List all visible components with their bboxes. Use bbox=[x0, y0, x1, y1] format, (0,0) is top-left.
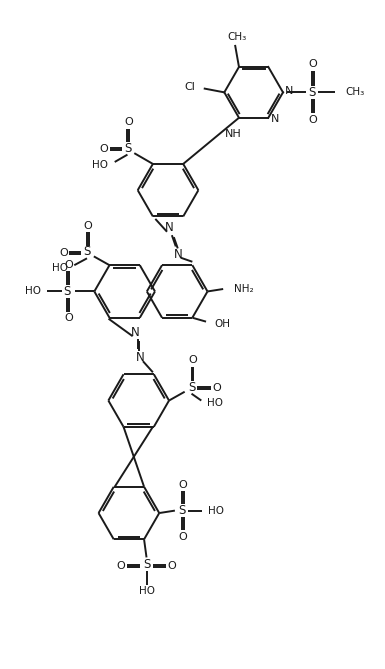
Text: O: O bbox=[64, 313, 73, 323]
Text: S: S bbox=[83, 246, 91, 258]
Text: CH₃: CH₃ bbox=[227, 31, 246, 41]
Text: OH: OH bbox=[214, 318, 230, 328]
Text: N: N bbox=[271, 114, 279, 124]
Text: O: O bbox=[99, 145, 108, 155]
Text: HO: HO bbox=[139, 586, 154, 596]
Text: O: O bbox=[117, 561, 126, 571]
Text: S: S bbox=[308, 86, 316, 99]
Text: N: N bbox=[165, 221, 174, 234]
Text: Cl: Cl bbox=[184, 82, 195, 92]
Text: O: O bbox=[188, 355, 197, 365]
Text: O: O bbox=[212, 383, 221, 393]
Text: O: O bbox=[84, 221, 92, 231]
Text: NH: NH bbox=[225, 128, 241, 138]
Text: O: O bbox=[124, 117, 133, 127]
Text: HO: HO bbox=[25, 286, 40, 296]
Text: O: O bbox=[179, 532, 187, 541]
Text: N: N bbox=[285, 86, 293, 96]
Text: O: O bbox=[308, 115, 317, 125]
Text: O: O bbox=[59, 248, 68, 258]
Text: O: O bbox=[64, 260, 73, 270]
Text: HO: HO bbox=[92, 161, 108, 171]
Text: S: S bbox=[124, 142, 131, 155]
Text: S: S bbox=[179, 504, 186, 517]
Text: CH₃: CH₃ bbox=[345, 88, 364, 98]
Text: N: N bbox=[136, 351, 145, 364]
Text: HO: HO bbox=[207, 399, 223, 409]
Text: O: O bbox=[308, 60, 317, 70]
Text: S: S bbox=[188, 381, 195, 394]
Text: N: N bbox=[174, 248, 183, 262]
Text: S: S bbox=[64, 285, 71, 298]
Text: O: O bbox=[179, 480, 187, 490]
Text: NH₂: NH₂ bbox=[234, 284, 254, 294]
Text: N: N bbox=[131, 326, 139, 339]
Text: S: S bbox=[143, 558, 150, 571]
Text: HO: HO bbox=[52, 263, 68, 273]
Text: O: O bbox=[167, 561, 176, 571]
Text: HO: HO bbox=[208, 506, 224, 516]
